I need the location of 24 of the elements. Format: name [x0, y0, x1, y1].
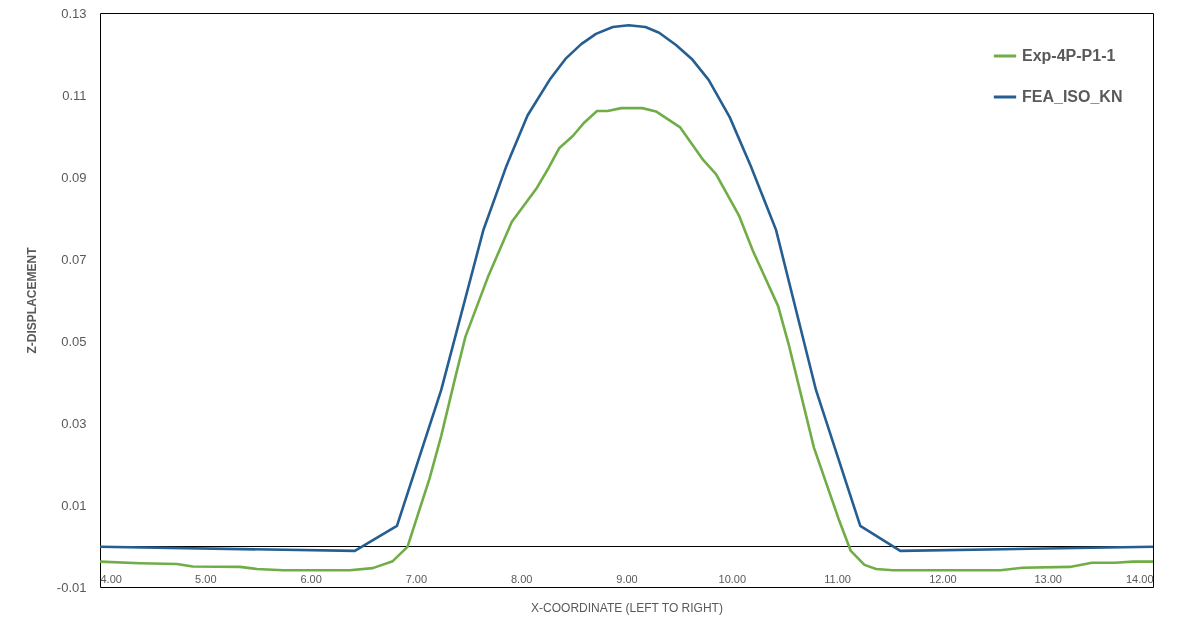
y-tick-label: 0.01: [61, 497, 87, 513]
y-tick-label: 0.03: [61, 415, 87, 431]
x-tick-label: 14.00: [1125, 572, 1154, 585]
x-tick-label: 9.00: [616, 572, 638, 585]
y-tick-label: 0.11: [62, 87, 87, 103]
y-tick-label: 0.13: [61, 5, 87, 21]
x-tick-label: 12.00: [929, 572, 957, 585]
x-tick-label: 13.00: [1034, 572, 1062, 585]
y-tick-label: 0.09: [61, 169, 87, 185]
legend-label: FEA_ISO_KN: [1022, 88, 1123, 105]
line-series: [100, 106, 1153, 572]
x-tick-label: 11.00: [824, 572, 851, 585]
x-tick-label: 8.00: [510, 572, 533, 585]
y-tick-label: 0.07: [61, 251, 87, 267]
y-tick-label: -0.01: [56, 579, 87, 595]
x-tick-label: 6.00: [300, 572, 322, 585]
line-series: [100, 24, 1153, 553]
y-axis-title: Z-DISPLACEMENT: [24, 246, 39, 354]
legend-label: Exp-4P-P1-1: [1022, 47, 1116, 64]
x-tick-label: 10.00: [718, 572, 747, 585]
x-tick-label: 5.00: [195, 572, 217, 585]
x-axis-title: X-COORDINATE (LEFT TO RIGHT): [531, 600, 723, 615]
y-tick-label: 0.05: [61, 333, 87, 349]
x-tick-label: 7.00: [405, 572, 428, 585]
